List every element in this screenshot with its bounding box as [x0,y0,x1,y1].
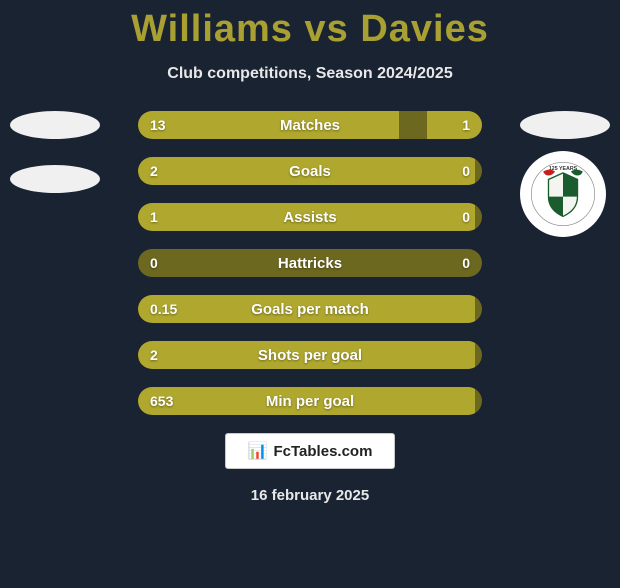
stat-label: Min per goal [138,387,482,415]
stat-label: Goals per match [138,295,482,323]
brand-text: FcTables.com [274,443,373,460]
chart-icon: 📊 [248,441,268,461]
stat-row-matches: 13 Matches 1 [138,111,482,139]
stat-row-gpm: 0.15 Goals per match [138,295,482,323]
page-title: Williams vs Davies [0,8,620,51]
stat-row-assists: 1 Assists 0 [138,203,482,231]
footer-date: 16 february 2025 [0,487,620,504]
stat-row-spg: 2 Shots per goal [138,341,482,369]
player-photo-placeholder [520,111,610,139]
svg-text:125 YEARS: 125 YEARS [549,166,578,172]
club-badge: 125 YEARS [520,151,606,237]
stat-row-mpg: 653 Min per goal [138,387,482,415]
stat-label: Shots per goal [138,341,482,369]
stat-value-right: 0 [462,157,470,185]
stat-label: Matches [138,111,482,139]
stat-value-right: 1 [462,111,470,139]
left-player-column [10,111,100,219]
shield-icon: 125 YEARS [530,161,596,227]
brand-badge[interactable]: 📊 FcTables.com [225,433,395,469]
player-photo-placeholder [10,111,100,139]
stat-value-right: 0 [462,203,470,231]
stat-row-goals: 2 Goals 0 [138,157,482,185]
stat-row-hattricks: 0 Hattricks 0 [138,249,482,277]
club-logo-placeholder [10,165,100,193]
stat-label: Hattricks [138,249,482,277]
stat-value-right: 0 [462,249,470,277]
stats-bars: 13 Matches 1 2 Goals 0 1 Assists 0 0 Hat… [138,111,482,415]
stat-label: Goals [138,157,482,185]
comparison-content: 125 YEARS 13 Matches 1 2 Goals 0 1 Assis… [0,111,620,415]
stat-label: Assists [138,203,482,231]
right-player-column: 125 YEARS [520,111,610,251]
subtitle: Club competitions, Season 2024/2025 [0,65,620,83]
